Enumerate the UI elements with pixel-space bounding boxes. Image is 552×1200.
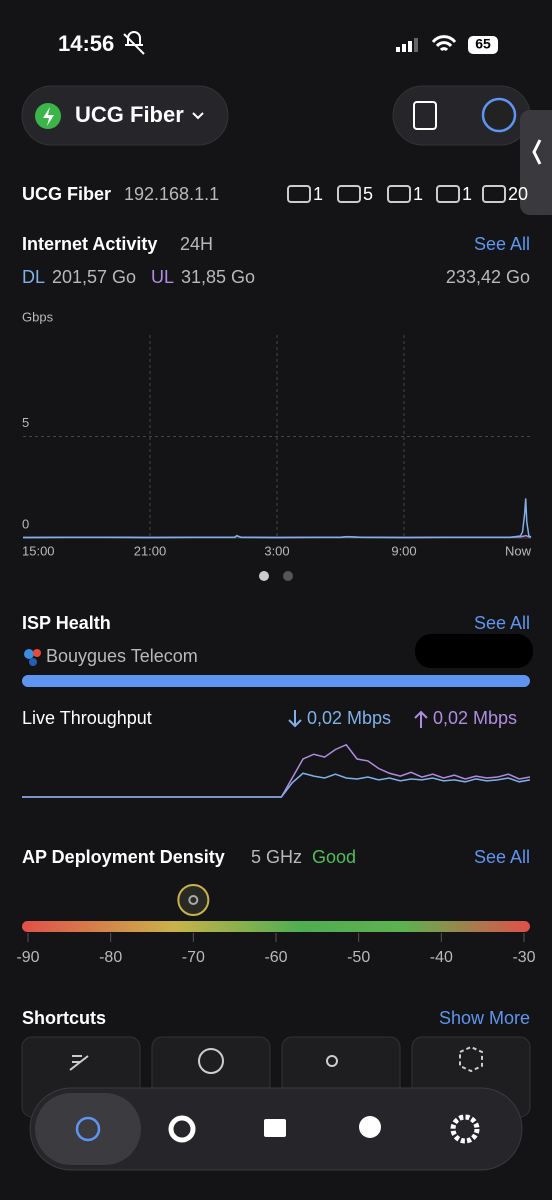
gateway-ip: 192.168.1.1 — [124, 184, 219, 204]
count-icon — [482, 185, 506, 203]
count: 1 — [313, 184, 323, 204]
series-line — [22, 743, 531, 798]
battery-icon — [468, 36, 498, 54]
x-tick-label: -60 — [264, 949, 287, 966]
nav-insights[interactable] — [359, 1116, 381, 1138]
x-tick-label: -30 — [512, 949, 535, 966]
shortcut-icon — [69, 1055, 89, 1071]
isp-logo — [29, 658, 37, 666]
section-title: Shortcuts — [22, 1008, 106, 1028]
density-marker — [177, 884, 210, 916]
chevron — [192, 112, 204, 120]
x-tick-label: -80 — [99, 949, 122, 966]
nav-devices[interactable] — [168, 1115, 196, 1143]
section-title: Internet Activity — [22, 234, 157, 254]
show-more[interactable]: Show More — [439, 1008, 530, 1028]
x-tick-label: 9:00 — [391, 543, 416, 558]
nav-settings[interactable] — [450, 1114, 480, 1144]
density-scale — [22, 921, 530, 932]
x-tick-label: -40 — [430, 949, 453, 966]
count-icon — [387, 185, 411, 203]
x-tick-label: 15:00 — [22, 543, 55, 558]
count-icon — [337, 185, 361, 203]
device-counts: 1 5 1 1 20 — [287, 184, 528, 204]
rating: Good — [312, 847, 356, 867]
count: 1 — [462, 184, 472, 204]
bolt — [43, 107, 54, 126]
profile-button[interactable] — [481, 97, 517, 133]
total-value: 233,42 Go — [446, 267, 530, 287]
see-all[interactable]: See All — [474, 234, 530, 254]
side-tab[interactable] — [520, 110, 552, 215]
health-bar — [22, 675, 530, 687]
nav-active — [35, 1093, 141, 1165]
x-tick-label: Now — [505, 543, 532, 558]
up-arrow — [414, 710, 428, 728]
y-unit: Gbps — [22, 309, 54, 324]
section-title: Live Throughput — [22, 708, 152, 728]
signal-icon — [396, 38, 418, 52]
ul-label: UL — [151, 267, 174, 287]
period: 24H — [180, 234, 213, 254]
clock: 14:56 — [58, 31, 114, 56]
side-tab-arrow — [532, 139, 542, 165]
section-title: AP Deployment Density — [22, 847, 225, 867]
up-rate: 0,02 Mbps — [433, 708, 517, 728]
x-tick-label: -70 — [182, 949, 205, 966]
count: 20 — [508, 184, 528, 204]
y-tick-label: 5 — [22, 415, 29, 430]
page-dot[interactable] — [283, 571, 293, 581]
down-rate: 0,02 Mbps — [307, 708, 391, 728]
activity-chart: 0 5 15:00 21:00 3:00 9:00 Now — [22, 335, 532, 558]
battery-level: 65 — [475, 36, 491, 52]
x-tick-label: 21:00 — [134, 543, 167, 558]
count-icon — [436, 185, 460, 203]
dl-label: DL — [22, 267, 45, 287]
down-arrow — [288, 710, 302, 728]
series-line — [22, 498, 532, 539]
series-line — [22, 772, 531, 798]
page-dot[interactable] — [259, 571, 269, 581]
isp-logo — [33, 649, 41, 657]
shortcut-icon — [459, 1045, 483, 1073]
x-tick-label: -90 — [16, 949, 39, 966]
ul-value: 31,85 Go — [181, 267, 255, 287]
nav-clients[interactable] — [264, 1119, 286, 1137]
mute-icon — [123, 31, 145, 55]
density-marker-core — [188, 895, 199, 905]
nav-dashboard[interactable] — [75, 1116, 101, 1142]
throughput-chart — [22, 743, 531, 798]
device-selector[interactable] — [21, 85, 229, 146]
shortcut-icon — [326, 1055, 338, 1067]
dl-value: 201,57 Go — [52, 267, 136, 287]
gateway-name: UCG Fiber — [22, 184, 111, 204]
isp-logo — [24, 649, 34, 659]
count-icon — [287, 185, 311, 203]
y-tick-label: 0 — [22, 516, 29, 531]
see-all[interactable]: See All — [474, 847, 530, 867]
band: 5 GHz — [251, 847, 302, 867]
redaction — [415, 634, 533, 668]
section-title: ISP Health — [22, 613, 111, 633]
isp-name: Bouygues Telecom — [46, 646, 198, 666]
clipboard-button[interactable] — [413, 101, 437, 130]
see-all[interactable]: See All — [474, 613, 530, 633]
shortcut-icon — [198, 1048, 224, 1074]
device-name: UCG Fiber — [75, 102, 184, 127]
density-axis: -90 -80 -70 -60 -50 -40 -30 — [16, 884, 536, 966]
x-tick-label: 3:00 — [264, 543, 289, 558]
count: 1 — [413, 184, 423, 204]
count: 5 — [363, 184, 373, 204]
wifi-icon — [431, 35, 457, 52]
x-tick-label: -50 — [347, 949, 370, 966]
